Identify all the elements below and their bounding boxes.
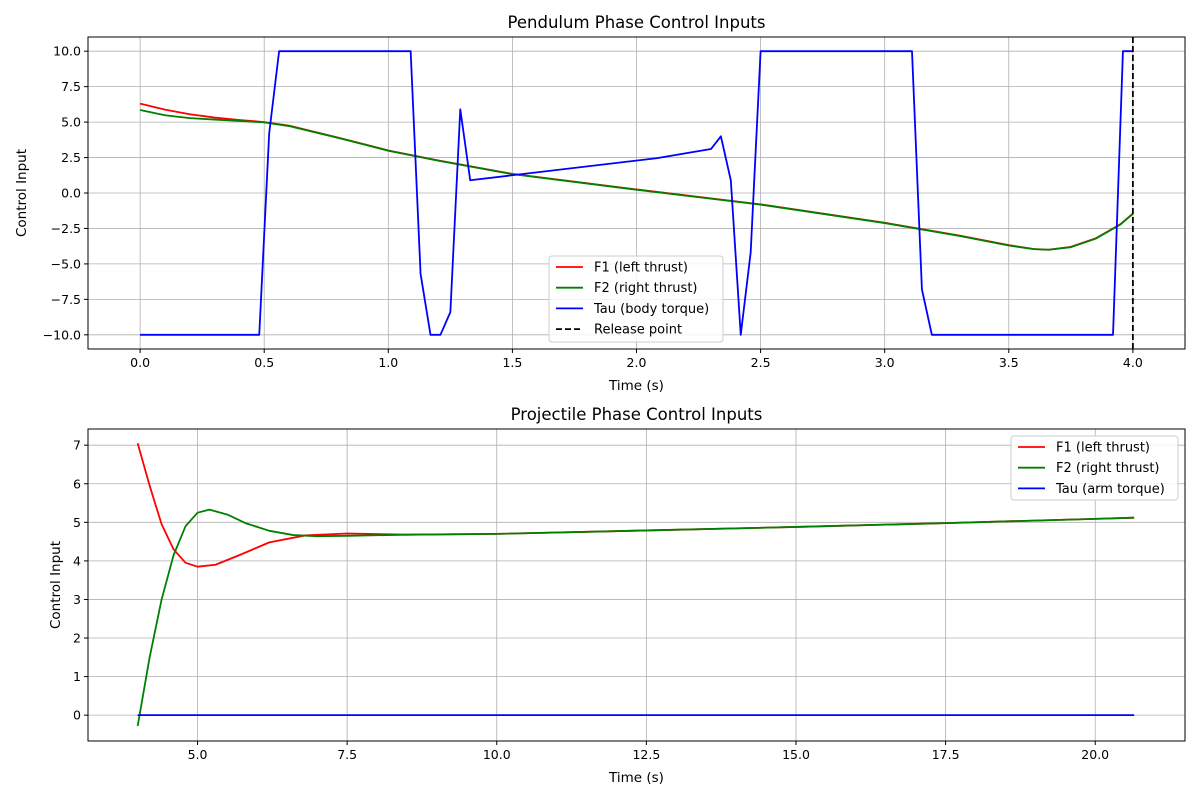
chart-2: 5.0 7.5 10.0 12.5 15.0 17.5 20.0 0 1 2 3 4 5 6 7 Projec… <box>48 405 1186 786</box>
x-tick-label: 3.5 <box>999 355 1019 370</box>
x-tick-label: 3.0 <box>875 355 895 370</box>
y-tick-label: 3 <box>73 592 81 607</box>
x-tick-label: 2.0 <box>627 355 647 370</box>
legend-label: Tau (body torque) <box>593 302 709 317</box>
y-tick-label: 2 <box>73 631 81 646</box>
legend-label: Tau (arm torque) <box>1055 482 1165 497</box>
x-tick-label: 15.0 <box>782 747 810 762</box>
x-tick-label: 17.5 <box>932 747 960 762</box>
x-tick-label: 12.5 <box>632 747 660 762</box>
y-axis-label: Control Input <box>48 541 64 629</box>
series-line-2 <box>136 508 1135 727</box>
y-tick-label: 1 <box>73 669 81 684</box>
x-axis-label: Time (s) <box>608 770 664 786</box>
x-tick-label: 1.0 <box>378 355 398 370</box>
y-tick-label: 2.5 <box>61 150 81 165</box>
y-tick-label: 5.0 <box>61 115 81 130</box>
y-tick-label: 10.0 <box>53 44 81 59</box>
x-tick-label: 20.0 <box>1081 747 1109 762</box>
legend-box <box>1010 435 1179 501</box>
x-axis-label: Time (s) <box>608 378 664 394</box>
legend-label: F2 (right thrust) <box>1056 461 1160 476</box>
y-tick-label: 4 <box>73 553 81 568</box>
legend-label: Release point <box>594 323 682 338</box>
x-tick-label: 0.5 <box>254 355 274 370</box>
y-tick-label: −5.0 <box>51 256 81 271</box>
series-line-3 <box>140 50 1133 336</box>
x-tick-label: 10.0 <box>483 747 511 762</box>
legend: F1 (left thrust) F2 (right thrust) Tau (ar… <box>1010 435 1179 501</box>
chart-1: 0.0 0.5 1.0 1.5 2.0 2.5 3.0 3.5 4.0 −10.0 −7.5 −5.0… <box>14 13 1186 394</box>
y-tick-label: 5 <box>73 515 81 530</box>
series-line-1 <box>136 443 1135 568</box>
x-tick-label: 5.0 <box>188 747 208 762</box>
chart-title: Projectile Phase Control Inputs <box>511 405 763 424</box>
y-tick-label: 7.5 <box>61 79 81 94</box>
series-line-2 <box>139 109 1134 251</box>
legend: F1 (left thrust) F2 (right thrust) Tau (bo… <box>548 255 724 343</box>
y-tick-label: −10.0 <box>43 327 81 342</box>
legend-box <box>548 255 724 343</box>
y-axis-label: Control Input <box>14 149 30 237</box>
legend-label: F1 (left thrust) <box>594 261 688 276</box>
axes-frame <box>87 428 1186 742</box>
chart-title: Pendulum Phase Control Inputs <box>508 13 766 32</box>
legend-label: F2 (right thrust) <box>594 281 698 296</box>
x-tick-label: 4.0 <box>1123 355 1143 370</box>
x-tick-label: 7.5 <box>337 747 357 762</box>
y-tick-label: 0 <box>73 708 81 723</box>
x-tick-label: 1.5 <box>502 355 522 370</box>
y-tick-label: 7 <box>73 438 81 453</box>
y-tick-label: −2.5 <box>51 221 81 236</box>
y-tick-label: 6 <box>73 476 81 491</box>
x-tick-label: 0.0 <box>130 355 150 370</box>
x-tick-label: 2.5 <box>751 355 771 370</box>
y-tick-label: −7.5 <box>51 292 81 307</box>
y-tick-label: 0.0 <box>61 186 81 201</box>
legend-label: F1 (left thrust) <box>1056 441 1150 456</box>
